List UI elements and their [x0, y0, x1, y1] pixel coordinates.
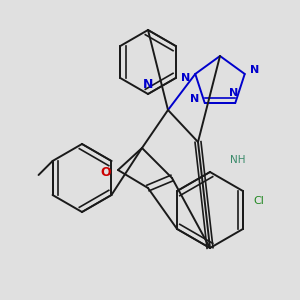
- Text: N: N: [181, 73, 190, 83]
- Text: N: N: [250, 65, 260, 75]
- Text: N: N: [143, 77, 153, 91]
- Text: N: N: [190, 94, 199, 104]
- Text: N: N: [229, 88, 238, 98]
- Text: O: O: [101, 166, 111, 178]
- Text: NH: NH: [230, 155, 245, 165]
- Text: Cl: Cl: [253, 196, 264, 206]
